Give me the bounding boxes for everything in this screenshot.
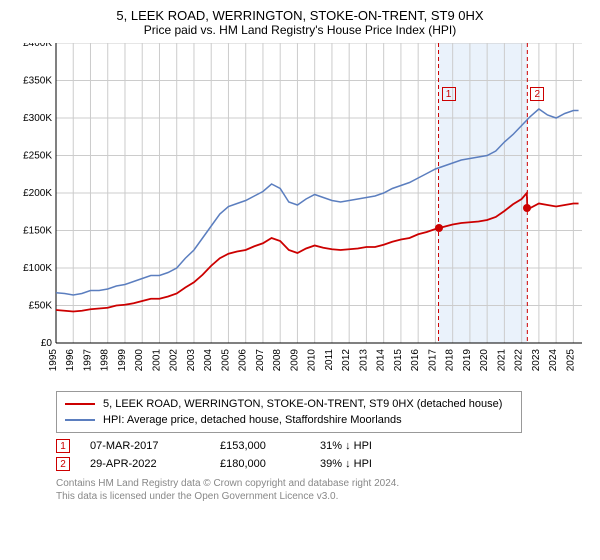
sale-date: 07-MAR-2017 xyxy=(90,440,220,452)
xtick-label: 1998 xyxy=(100,349,111,372)
sale-price: £153,000 xyxy=(220,440,320,452)
legend-label: HPI: Average price, detached house, Staf… xyxy=(103,412,402,428)
legend-row: HPI: Average price, detached house, Staf… xyxy=(65,412,513,428)
footer: Contains HM Land Registry data © Crown c… xyxy=(56,477,588,503)
ytick-label: £400K xyxy=(23,43,52,49)
sale-diff: 31% ↓ HPI xyxy=(320,440,440,452)
xtick-label: 2021 xyxy=(496,349,507,372)
xtick-label: 2013 xyxy=(358,349,369,372)
xtick-label: 1996 xyxy=(65,349,76,372)
ytick-label: £250K xyxy=(23,151,52,162)
xtick-label: 2005 xyxy=(220,349,231,372)
sale-marker: 1 xyxy=(56,439,70,453)
xtick-label: 2014 xyxy=(376,349,387,372)
xtick-label: 2001 xyxy=(151,349,162,372)
xtick-label: 1995 xyxy=(48,349,59,372)
xtick-label: 1997 xyxy=(82,349,93,372)
ytick-label: £300K xyxy=(23,113,52,124)
legend-swatch xyxy=(65,419,95,421)
sale-price: £180,000 xyxy=(220,458,320,470)
chart-title: 5, LEEK ROAD, WERRINGTON, STOKE-ON-TRENT… xyxy=(12,8,588,23)
chart-svg: £0 £50K £100K £150K £200K £250K £300K £350K £400… xyxy=(12,43,588,383)
xtick-label: 2017 xyxy=(427,349,438,372)
xtick-label: 2015 xyxy=(393,349,404,372)
xtick-label: 2011 xyxy=(324,349,335,371)
xtick-label: 2025 xyxy=(565,349,576,372)
legend-row: 5, LEEK ROAD, WERRINGTON, STOKE-ON-TRENT… xyxy=(65,396,513,412)
chart-area: £0 £50K £100K £150K £200K £250K £300K £350K £400… xyxy=(12,43,588,383)
xtick-label: 2000 xyxy=(134,349,145,372)
sale-marker-box: 2 xyxy=(530,87,544,101)
legend-label: 5, LEEK ROAD, WERRINGTON, STOKE-ON-TRENT… xyxy=(103,396,502,412)
ytick-label: £100K xyxy=(23,263,52,274)
xtick-label: 2020 xyxy=(479,349,490,372)
xtick-label: 2008 xyxy=(272,349,283,372)
xtick-label: 2024 xyxy=(548,349,559,372)
xtick-label: 2023 xyxy=(531,349,542,372)
ytick-label: £50K xyxy=(29,301,53,312)
ytick-label: £200K xyxy=(23,188,52,199)
xtick-label: 2010 xyxy=(307,349,318,372)
xtick-label: 2002 xyxy=(169,349,180,372)
ytick-label: £350K xyxy=(23,76,52,87)
sale-date: 29-APR-2022 xyxy=(90,458,220,470)
chart-subtitle: Price paid vs. HM Land Registry's House … xyxy=(12,23,588,37)
sale-row: 2 29-APR-2022£180,00039% ↓ HPI xyxy=(56,457,588,471)
ytick-label: £150K xyxy=(23,226,52,237)
sale-diff: 39% ↓ HPI xyxy=(320,458,440,470)
sale-marker-dot xyxy=(435,224,443,232)
ytick-label: £0 xyxy=(41,338,53,349)
legend-box: 5, LEEK ROAD, WERRINGTON, STOKE-ON-TRENT… xyxy=(56,391,522,433)
xtick-label: 2022 xyxy=(514,349,525,372)
legend-swatch xyxy=(65,403,95,405)
xtick-label: 2004 xyxy=(203,349,214,372)
xtick-label: 2012 xyxy=(341,349,352,372)
xtick-label: 2006 xyxy=(238,349,249,372)
sale-row: 1 07-MAR-2017£153,00031% ↓ HPI xyxy=(56,439,588,453)
sale-marker: 2 xyxy=(56,457,70,471)
footer-line: Contains HM Land Registry data © Crown c… xyxy=(56,477,588,490)
xtick-label: 2018 xyxy=(445,349,456,372)
xtick-label: 2019 xyxy=(462,349,473,372)
footer-line: This data is licensed under the Open Gov… xyxy=(56,490,588,503)
xtick-label: 2003 xyxy=(186,349,197,372)
sale-marker-box: 1 xyxy=(442,87,456,101)
xtick-label: 2007 xyxy=(255,349,266,372)
xtick-label: 2016 xyxy=(410,349,421,372)
xtick-label: 1999 xyxy=(117,349,128,372)
xtick-label: 2009 xyxy=(289,349,300,372)
